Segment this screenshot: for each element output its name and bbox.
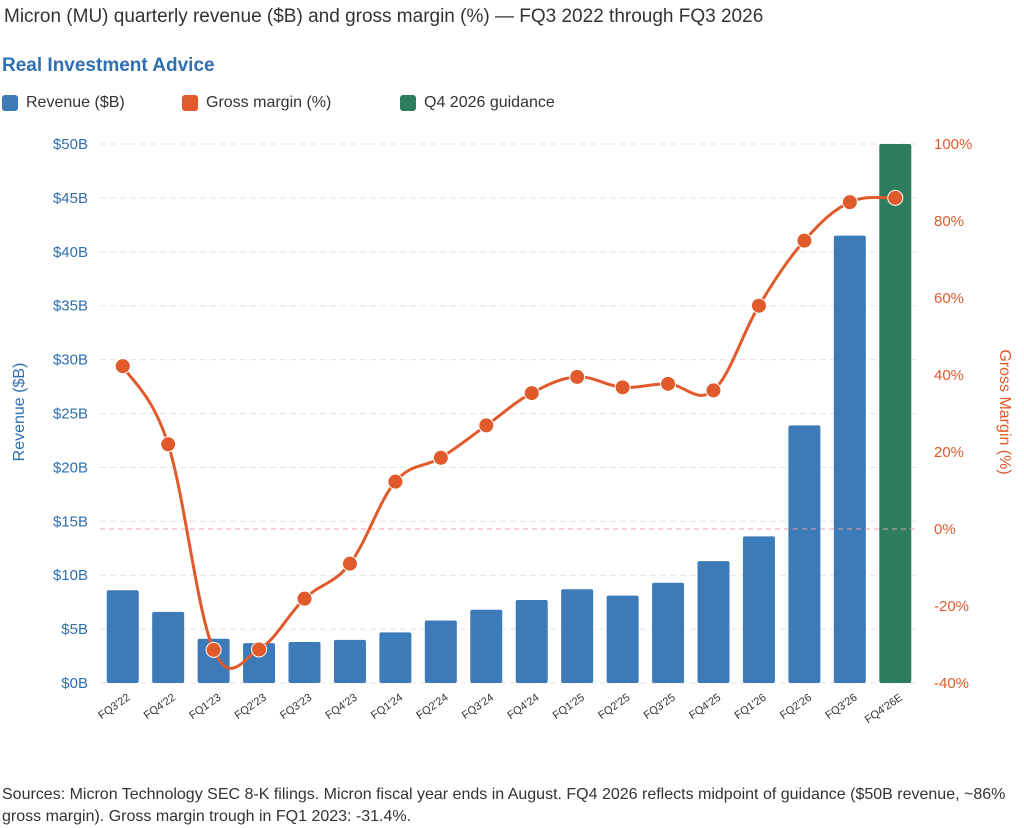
x-tick-label: FQ2'23: [233, 692, 269, 722]
revenue-bar: [470, 609, 503, 683]
gross-margin-point: [750, 297, 767, 314]
gross-margin-point: [478, 417, 495, 434]
grid-lines: [100, 143, 918, 684]
x-tick-label: FQ1'26: [733, 692, 769, 722]
gross-margin-point: [660, 375, 677, 392]
gross-margin-point: [705, 382, 722, 399]
revenue-bar: [515, 599, 548, 683]
y-right-tick-label: -40%: [934, 675, 969, 692]
revenue-bars: [106, 144, 912, 683]
revenue-bar: [742, 536, 775, 683]
revenue-bar: [652, 582, 685, 683]
legend-item-revenue[interactable]: Revenue ($B): [2, 92, 125, 114]
y-left-tick-label: $30B: [53, 352, 88, 369]
chart-title: Micron (MU) quarterly revenue ($B) and g…: [4, 6, 764, 27]
gross-margin-point: [251, 641, 268, 658]
legend-item-gross-margin[interactable]: Gross margin (%): [182, 92, 331, 114]
revenue-bar: [606, 595, 639, 683]
legend-label-guidance: Q4 2026 guidance: [424, 94, 555, 111]
revenue-bar: [106, 590, 139, 683]
legend-label-gross-margin: Gross margin (%): [206, 94, 332, 111]
x-tick-label: FQ3'26: [823, 692, 859, 722]
gross-margin-point: [160, 436, 177, 453]
legend-item-guidance[interactable]: Q4 2026 guidance: [400, 92, 555, 114]
y-right-tick-label: -20%: [934, 598, 969, 615]
x-tick-label: FQ1'23: [187, 692, 223, 722]
revenue-bar: [561, 589, 594, 683]
y-left-tick-label: $0B: [61, 675, 88, 692]
y-left-tick-label: $15B: [53, 513, 88, 530]
revenue-bar: [424, 620, 457, 683]
gross-margin-point: [523, 385, 540, 402]
y-left-tick-label: $20B: [53, 459, 88, 476]
revenue-bar: [788, 425, 821, 683]
revenue-bar: [197, 638, 230, 683]
revenue-bar: [879, 144, 912, 683]
gross-margin-point: [114, 358, 131, 375]
y-left-tick-label: $45B: [53, 190, 88, 207]
x-tick-label: FQ2'26: [778, 692, 814, 722]
legend-swatch-revenue: [2, 95, 18, 111]
gross-margin-point: [841, 194, 858, 211]
gross-margin-point: [296, 590, 313, 607]
sources-footnote: Sources: Micron Technology SEC 8-K filin…: [2, 786, 1006, 825]
y-left-tick-label: $50B: [53, 136, 88, 153]
x-tick-label: FQ4'26E: [863, 692, 905, 727]
y-left-tick-label: $35B: [53, 298, 88, 315]
y-left-tick-label: $40B: [53, 244, 88, 261]
gross-margin-point: [341, 555, 358, 572]
brand-label: Real Investment Advice: [2, 55, 215, 76]
y-axis-right-title: Gross Margin (%): [996, 349, 1013, 474]
x-tick-label: FQ3'23: [278, 692, 314, 722]
revenue-bar: [697, 561, 730, 683]
y-right-tick-label: 100%: [934, 136, 972, 153]
y-axis-left-title: Revenue ($B): [11, 363, 28, 462]
gross-margin-point: [796, 232, 813, 249]
x-tick-label: FQ3'24: [460, 692, 496, 722]
combo-chart: $0B $5B $10B $15B $20B $25B $30B $35B $40B $45B $5…: [11, 136, 1013, 727]
legend-swatch-guidance: [400, 95, 416, 111]
gross-margin-point: [569, 368, 586, 385]
y-left-tick-label: $25B: [53, 406, 88, 423]
y-right-tick-label: 60%: [934, 290, 964, 307]
y-right-tick-label: 80%: [934, 213, 964, 230]
x-tick-label: FQ4'24: [505, 692, 541, 722]
x-tick-label: FQ4'22: [142, 692, 178, 722]
gross-margin-path: [121, 195, 896, 670]
x-tick-label: FQ4'25: [687, 692, 723, 722]
x-tick-label: FQ1'25: [551, 692, 587, 722]
revenue-bar: [152, 611, 185, 683]
gross-margin-point: [205, 641, 222, 658]
y-right-tick-label: 20%: [934, 444, 964, 461]
revenue-bar: [333, 639, 366, 683]
legend-label-revenue: Revenue ($B): [26, 94, 125, 111]
x-tick-label: FQ3'25: [642, 692, 678, 722]
revenue-bar: [379, 632, 412, 683]
y-left-tick-label: $5B: [61, 621, 88, 638]
revenue-bar: [243, 643, 276, 683]
gross-margin-line: [114, 189, 904, 670]
y-right-tick-label: 0%: [934, 521, 956, 538]
legend-swatch-gross-margin: [182, 95, 198, 111]
x-tick-label: FQ2'25: [596, 692, 632, 722]
gross-margin-point: [887, 189, 904, 206]
x-tick-label: FQ4'23: [324, 692, 360, 722]
y-right-tick-label: 40%: [934, 367, 964, 384]
x-tick-label: FQ2'24: [414, 692, 450, 722]
y-left-tick-label: $10B: [53, 567, 88, 584]
gross-margin-point: [387, 473, 404, 490]
x-tick-label: FQ1'24: [369, 692, 405, 722]
x-tick-label: FQ3'22: [96, 692, 132, 722]
revenue-bar: [833, 235, 866, 683]
revenue-bar: [288, 642, 321, 683]
gross-margin-point: [614, 379, 631, 396]
gross-margin-point: [432, 449, 449, 466]
